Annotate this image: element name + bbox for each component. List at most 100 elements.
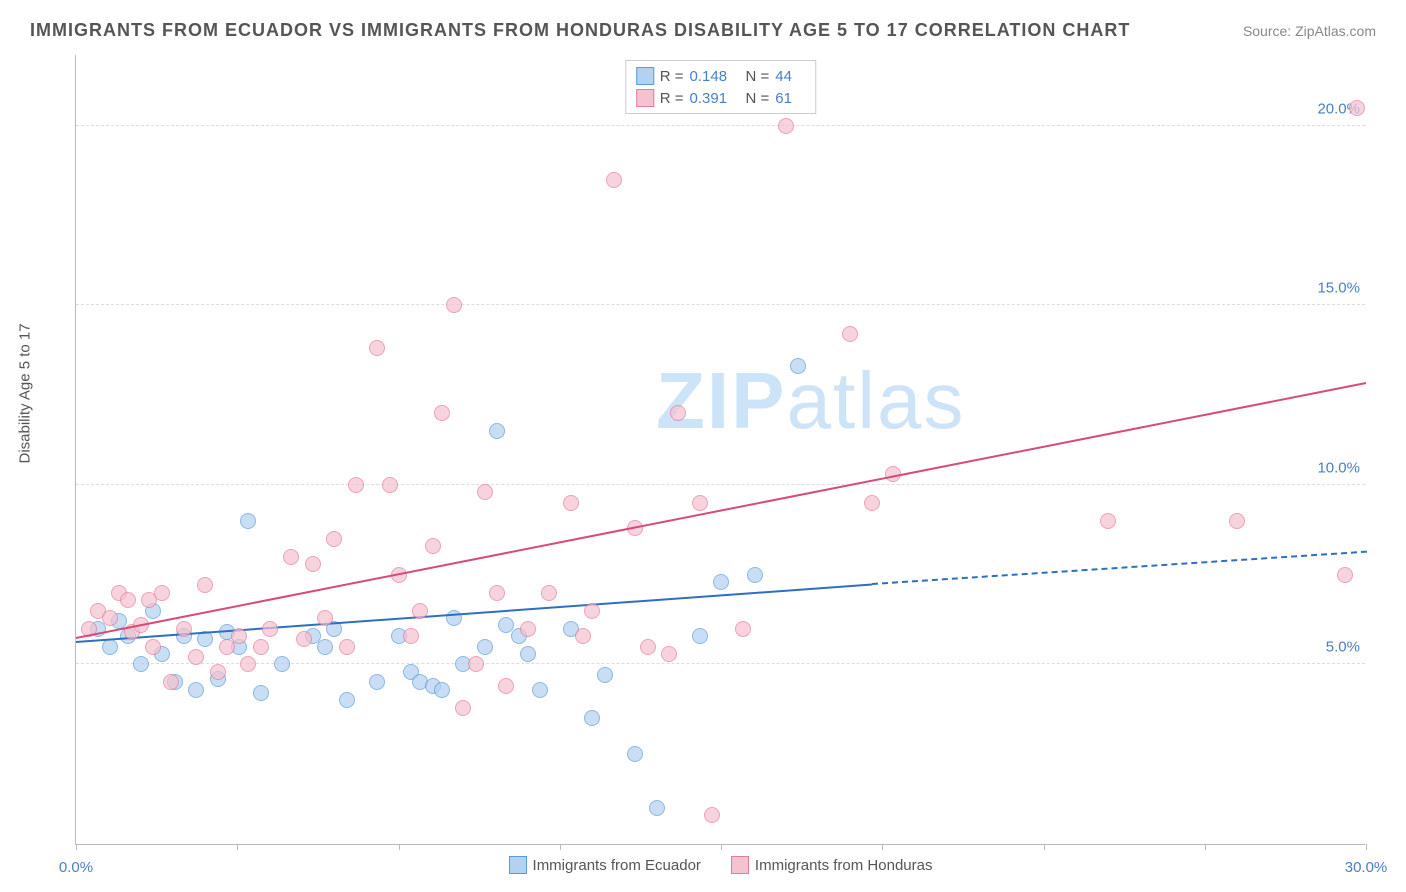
- y-tick-label: 5.0%: [1326, 639, 1360, 656]
- data-point-honduras: [210, 664, 226, 680]
- data-point-ecuador: [649, 800, 665, 816]
- data-point-honduras: [606, 172, 622, 188]
- data-point-honduras: [661, 646, 677, 662]
- stat-n-value: 44: [775, 68, 805, 85]
- data-point-honduras: [446, 297, 462, 313]
- stat-r-value: 0.391: [690, 90, 740, 107]
- legend-label: Immigrants from Honduras: [755, 857, 933, 874]
- data-point-honduras: [317, 610, 333, 626]
- data-point-honduras: [120, 592, 136, 608]
- gridline: [76, 125, 1365, 126]
- source-attribution: Source: ZipAtlas.com: [1243, 23, 1376, 39]
- data-point-honduras: [369, 340, 385, 356]
- x-tick-label: 0.0%: [59, 859, 93, 876]
- stat-r-value: 0.148: [690, 68, 740, 85]
- data-point-ecuador: [597, 667, 613, 683]
- data-point-honduras: [231, 628, 247, 644]
- x-tick: [1366, 844, 1367, 850]
- plot-area: ZIPatlas R =0.148N =44R =0.391N =61 Immi…: [75, 55, 1365, 845]
- data-point-honduras: [640, 639, 656, 655]
- data-point-honduras: [382, 477, 398, 493]
- data-point-honduras: [412, 603, 428, 619]
- gridline: [76, 304, 1365, 305]
- legend-item-honduras: Immigrants from Honduras: [731, 856, 933, 874]
- data-point-honduras: [197, 577, 213, 593]
- data-point-honduras: [434, 405, 450, 421]
- data-point-honduras: [670, 405, 686, 421]
- gridline: [76, 663, 1365, 664]
- trend-line-dash-ecuador: [871, 551, 1366, 585]
- data-point-honduras: [305, 556, 321, 572]
- chart-title: IMMIGRANTS FROM ECUADOR VS IMMIGRANTS FR…: [30, 20, 1130, 41]
- data-point-ecuador: [188, 682, 204, 698]
- data-point-honduras: [520, 621, 536, 637]
- data-point-honduras: [296, 631, 312, 647]
- data-point-honduras: [219, 639, 235, 655]
- data-point-ecuador: [434, 682, 450, 698]
- data-point-honduras: [778, 118, 794, 134]
- data-point-ecuador: [627, 746, 643, 762]
- data-point-honduras: [735, 621, 751, 637]
- x-tick: [1205, 844, 1206, 850]
- data-point-ecuador: [532, 682, 548, 698]
- data-point-honduras: [1349, 100, 1365, 116]
- x-tick: [882, 844, 883, 850]
- data-point-honduras: [842, 326, 858, 342]
- data-point-honduras: [102, 610, 118, 626]
- data-point-honduras: [692, 495, 708, 511]
- data-point-ecuador: [133, 656, 149, 672]
- data-point-ecuador: [477, 639, 493, 655]
- y-axis-label: Disability Age 5 to 17: [17, 323, 34, 463]
- data-point-honduras: [563, 495, 579, 511]
- data-point-ecuador: [253, 685, 269, 701]
- stat-n-value: 61: [775, 90, 805, 107]
- data-point-honduras: [489, 585, 505, 601]
- data-point-honduras: [403, 628, 419, 644]
- x-tick: [76, 844, 77, 850]
- data-point-honduras: [326, 531, 342, 547]
- legend-item-ecuador: Immigrants from Ecuador: [509, 856, 701, 874]
- data-point-honduras: [1100, 513, 1116, 529]
- data-point-honduras: [455, 700, 471, 716]
- x-tick: [237, 844, 238, 850]
- data-point-honduras: [163, 674, 179, 690]
- data-point-honduras: [339, 639, 355, 655]
- data-point-honduras: [477, 484, 493, 500]
- x-tick: [399, 844, 400, 850]
- data-point-honduras: [864, 495, 880, 511]
- data-point-honduras: [468, 656, 484, 672]
- gridline: [76, 484, 1365, 485]
- x-tick: [1044, 844, 1045, 850]
- data-point-ecuador: [369, 674, 385, 690]
- stat-n-label: N =: [746, 68, 770, 85]
- x-tick: [560, 844, 561, 850]
- chart-container: Disability Age 5 to 17 ZIPatlas R =0.148…: [50, 55, 1380, 845]
- stats-row-ecuador: R =0.148N =44: [636, 65, 806, 87]
- stat-r-label: R =: [660, 90, 684, 107]
- watermark: ZIPatlas: [656, 355, 965, 447]
- data-point-honduras: [188, 649, 204, 665]
- data-point-ecuador: [790, 358, 806, 374]
- data-point-honduras: [498, 678, 514, 694]
- data-point-honduras: [575, 628, 591, 644]
- data-point-honduras: [1229, 513, 1245, 529]
- data-point-honduras: [1337, 567, 1353, 583]
- data-point-honduras: [584, 603, 600, 619]
- data-point-honduras: [154, 585, 170, 601]
- data-point-ecuador: [584, 710, 600, 726]
- data-point-ecuador: [747, 567, 763, 583]
- y-tick-label: 15.0%: [1317, 280, 1360, 297]
- x-tick-label: 30.0%: [1345, 859, 1388, 876]
- swatch-icon: [731, 856, 749, 874]
- data-point-honduras: [176, 621, 192, 637]
- data-point-honduras: [348, 477, 364, 493]
- y-tick-label: 10.0%: [1317, 459, 1360, 476]
- stats-row-honduras: R = 0.391 N = 61: [636, 87, 806, 109]
- swatch-icon: [636, 89, 654, 107]
- stat-n-label: N =: [746, 90, 770, 107]
- data-point-ecuador: [489, 423, 505, 439]
- data-point-ecuador: [240, 513, 256, 529]
- correlation-stats-box: R = 0.148 N = 44 R = 0.391 N = 61: [625, 60, 817, 114]
- bottom-legend: Immigrants from Ecuador Immigrants from H…: [509, 856, 933, 874]
- x-tick: [721, 844, 722, 850]
